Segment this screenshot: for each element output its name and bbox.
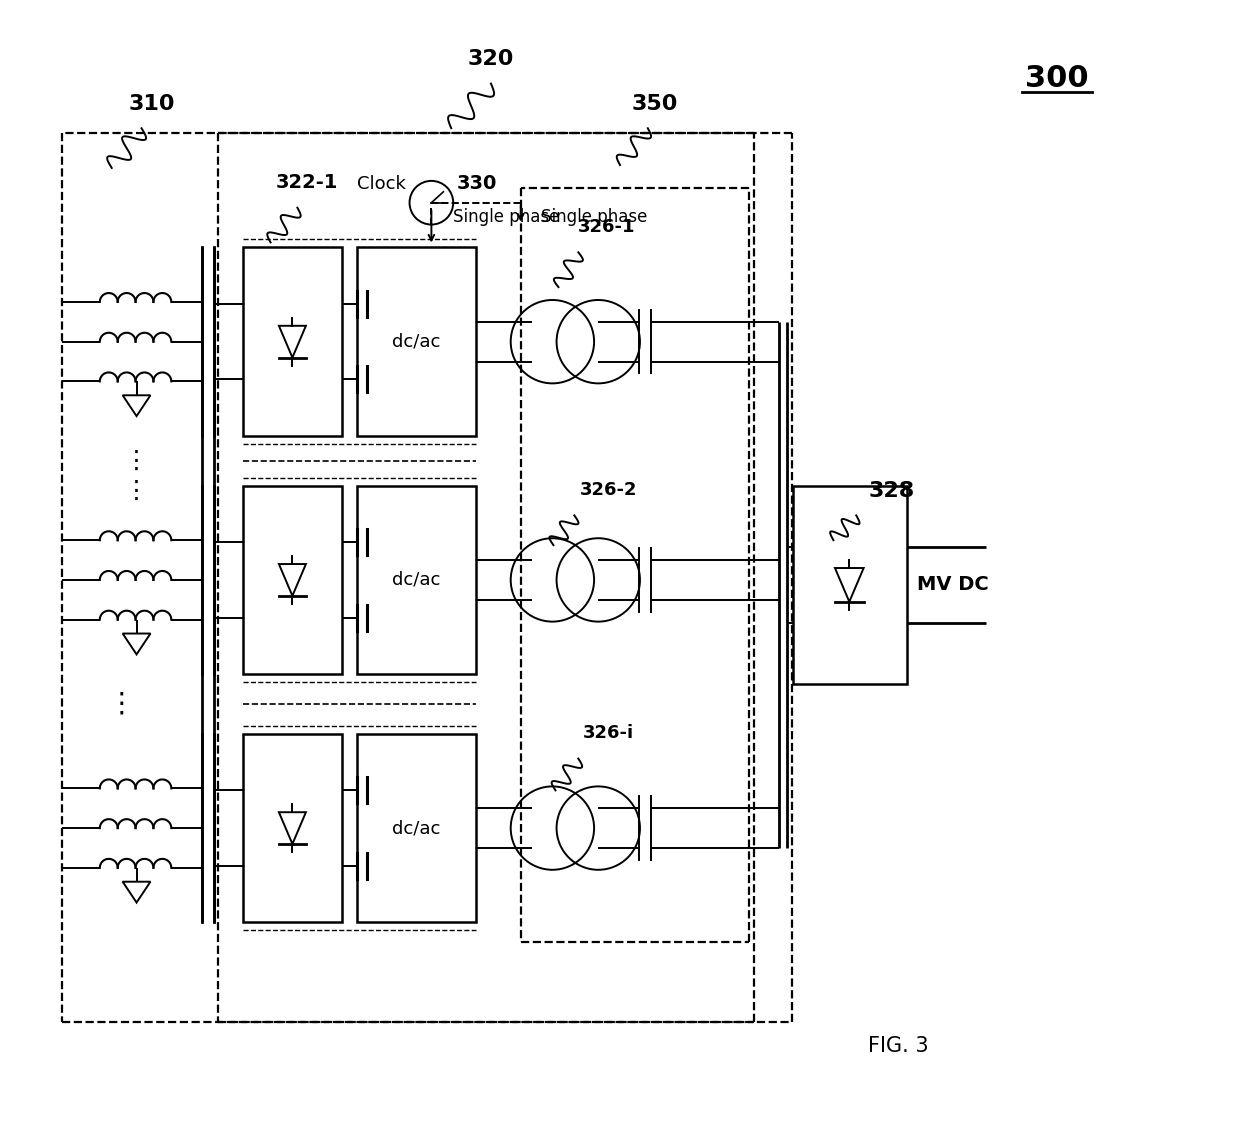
Text: ⋮: ⋮ <box>124 449 149 473</box>
Text: Single phase: Single phase <box>454 207 559 226</box>
Text: 330: 330 <box>456 173 496 193</box>
Text: FIG. 3: FIG. 3 <box>868 1036 929 1057</box>
Text: dc/ac: dc/ac <box>392 820 440 837</box>
Text: 326-2: 326-2 <box>580 481 637 498</box>
Text: 328: 328 <box>868 481 914 500</box>
Text: 326-1: 326-1 <box>578 218 636 236</box>
Text: MV DC: MV DC <box>916 576 988 594</box>
Text: 350: 350 <box>631 93 678 114</box>
Text: 322-1: 322-1 <box>277 173 339 192</box>
Text: ⋮: ⋮ <box>108 690 135 718</box>
Text: 320: 320 <box>467 49 515 68</box>
Text: 326-i: 326-i <box>583 724 635 742</box>
Text: ⋮: ⋮ <box>124 479 149 503</box>
Text: 310: 310 <box>128 93 175 114</box>
Text: Single phase: Single phase <box>541 207 647 226</box>
Text: 300: 300 <box>1025 64 1089 92</box>
Text: dc/ac: dc/ac <box>392 571 440 589</box>
Text: Clock: Clock <box>357 174 405 193</box>
Text: dc/ac: dc/ac <box>392 333 440 351</box>
